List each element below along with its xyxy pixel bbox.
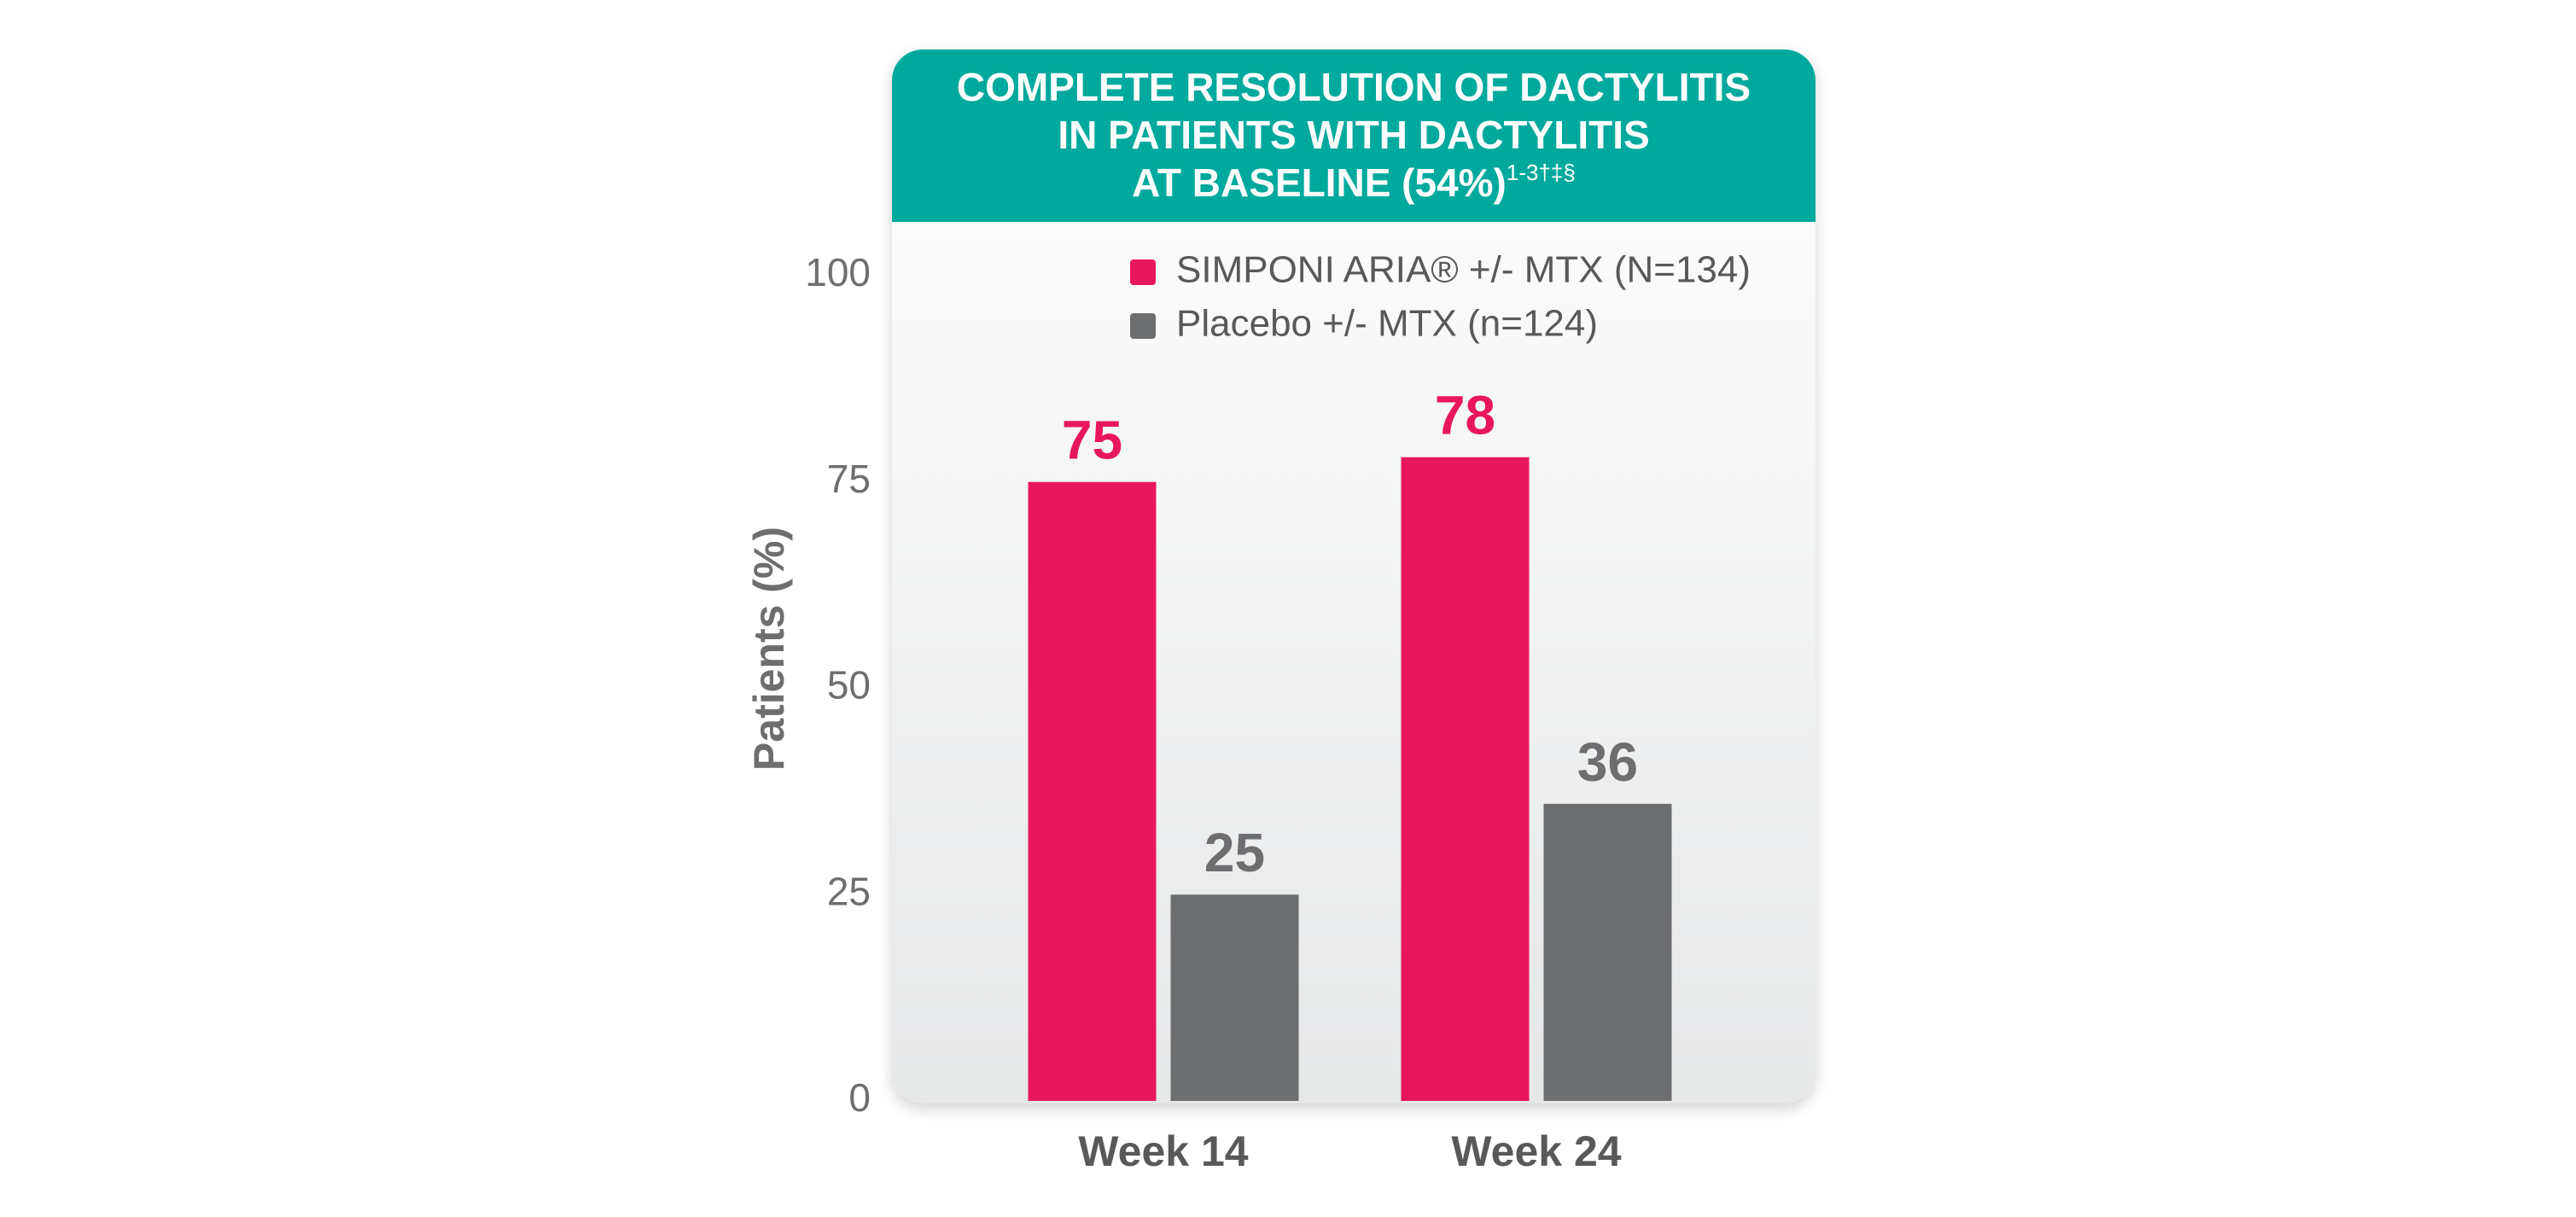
y-tick-label: 50 (827, 663, 871, 707)
y-axis-label: Patients (%) (745, 527, 793, 771)
title-superscript: 1-3†‡§ (1507, 160, 1576, 185)
y-tick-label: 100 (805, 250, 871, 294)
y-tick-label: 25 (827, 869, 871, 913)
bar (1543, 803, 1672, 1101)
x-tick-label: Week 24 (1451, 1127, 1621, 1175)
value-label: 75 (1062, 410, 1122, 471)
y-tick-label: 0 (848, 1075, 871, 1120)
bar (1401, 457, 1530, 1101)
value-label: 78 (1435, 385, 1495, 446)
title-text: AT BASELINE (54%) (1132, 160, 1507, 205)
bar (1170, 894, 1299, 1101)
legend-swatch (1130, 313, 1156, 339)
x-tick-label: Week 14 (1078, 1127, 1248, 1175)
y-tick-label: 75 (827, 457, 871, 501)
title-line: COMPLETE RESOLUTION OF DACTYLITIS (957, 65, 1751, 109)
legend-label: Placebo +/- MTX (n=124) (1176, 303, 1598, 345)
value-label: 36 (1577, 731, 1638, 793)
value-label: 25 (1204, 822, 1265, 883)
title-line: IN PATIENTS WITH DACTYLITIS (1058, 113, 1649, 157)
header (892, 49, 1815, 222)
legend-label: SIMPONI ARIA® +/- MTX (N=134) (1176, 249, 1751, 291)
legend-swatch (1130, 259, 1156, 285)
title-line: AT BASELINE (54%)1-3†‡§ (1132, 160, 1576, 205)
bar (1028, 481, 1157, 1101)
